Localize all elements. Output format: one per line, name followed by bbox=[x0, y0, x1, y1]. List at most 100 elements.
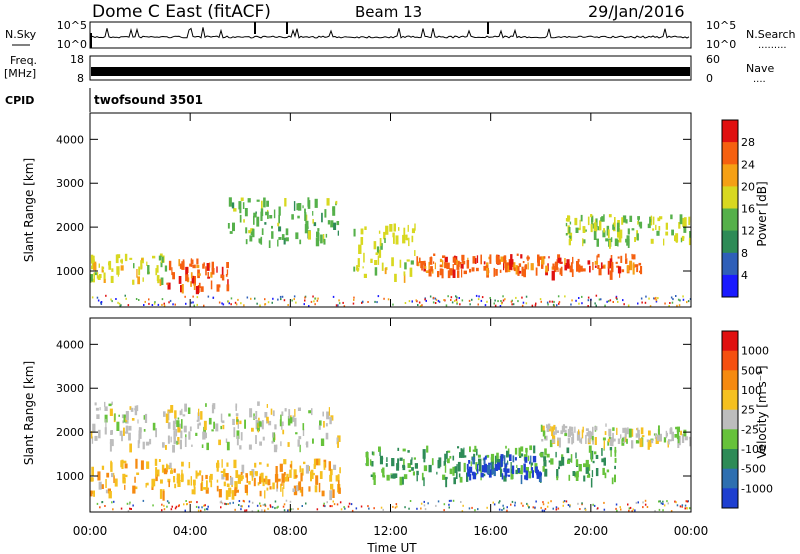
heatmap-cell bbox=[343, 506, 345, 509]
x-tick-label: 04:00 bbox=[173, 524, 208, 538]
heatmap-cell bbox=[379, 455, 383, 465]
heatmap-cell bbox=[613, 438, 616, 442]
heatmap-cell bbox=[249, 235, 253, 242]
heatmap-cell bbox=[663, 504, 666, 507]
heatmap-cell bbox=[298, 436, 302, 440]
heatmap-cell bbox=[454, 466, 457, 474]
heatmap-cell bbox=[616, 265, 620, 268]
heatmap-cell bbox=[403, 474, 408, 480]
heatmap-cell bbox=[365, 452, 369, 458]
heatmap-cell bbox=[408, 507, 410, 510]
heatmap-cell bbox=[290, 508, 292, 511]
heatmap-cell bbox=[352, 302, 355, 305]
heatmap-cell bbox=[156, 469, 160, 477]
heatmap-cell bbox=[513, 267, 517, 272]
heatmap-cell bbox=[566, 259, 570, 269]
heatmap-cell bbox=[302, 428, 305, 436]
heatmap-cell bbox=[222, 424, 225, 430]
heatmap-cell bbox=[587, 216, 590, 226]
heatmap-cell bbox=[123, 460, 127, 464]
heatmap-cell bbox=[204, 508, 206, 511]
heatmap-cell bbox=[353, 296, 355, 299]
heatmap-cell bbox=[480, 254, 482, 265]
heatmap-cell bbox=[402, 234, 406, 244]
heatmap-cell bbox=[124, 484, 126, 490]
heatmap-cell bbox=[216, 463, 219, 472]
heatmap-cell bbox=[338, 487, 341, 494]
heatmap-cell bbox=[136, 269, 138, 278]
heatmap-cell bbox=[684, 217, 687, 227]
heatmap-cell bbox=[579, 439, 582, 443]
heatmap-cell bbox=[580, 214, 583, 222]
heatmap-cell bbox=[108, 403, 112, 407]
heatmap-cell bbox=[179, 410, 182, 416]
heatmap-cell bbox=[251, 510, 254, 512]
heatmap-cell bbox=[597, 265, 600, 269]
heatmap-cell bbox=[92, 256, 95, 264]
heatmap-cell bbox=[608, 428, 612, 437]
heatmap-cell bbox=[330, 483, 334, 490]
heatmap-cell bbox=[193, 276, 196, 286]
heatmap-cell bbox=[495, 269, 498, 276]
heatmap-cell bbox=[328, 461, 331, 471]
heatmap-cell bbox=[450, 270, 453, 276]
heatmap-cell bbox=[439, 268, 443, 276]
heatmap-cell bbox=[476, 255, 479, 263]
heatmap-cell bbox=[459, 476, 463, 483]
heatmap-cell bbox=[675, 233, 679, 242]
heatmap-cell bbox=[603, 501, 605, 504]
heatmap-cell bbox=[670, 427, 673, 431]
heatmap-cell bbox=[617, 256, 620, 259]
heatmap-cell bbox=[625, 253, 627, 259]
heatmap-cell bbox=[392, 473, 396, 479]
heatmap-cell bbox=[184, 403, 187, 412]
heatmap-cell bbox=[289, 464, 292, 468]
heatmap-cell bbox=[210, 480, 213, 488]
heatmap-cell bbox=[565, 222, 568, 227]
heatmap-cell bbox=[190, 281, 192, 287]
heatmap-cell bbox=[459, 261, 462, 265]
heatmap-cell bbox=[438, 457, 442, 467]
heatmap-cell bbox=[94, 402, 97, 406]
colorbar-segment bbox=[722, 186, 738, 209]
heatmap-cell bbox=[575, 452, 577, 459]
heatmap-cell bbox=[369, 459, 372, 466]
heatmap-cell bbox=[459, 303, 461, 306]
heatmap-cell bbox=[251, 501, 254, 504]
heatmap-cell bbox=[497, 462, 500, 470]
heatmap-cell bbox=[229, 231, 233, 234]
heatmap-cell bbox=[637, 302, 639, 305]
heatmap-cell bbox=[328, 407, 330, 416]
freq-strip-frame bbox=[89, 55, 692, 81]
heatmap-cell bbox=[684, 504, 687, 507]
nave-marker: .... bbox=[753, 74, 766, 85]
heatmap-cell bbox=[486, 454, 490, 458]
heatmap-cell bbox=[557, 438, 560, 447]
heatmap-cell bbox=[447, 458, 450, 464]
heatmap-cell bbox=[161, 464, 165, 473]
heatmap-cell bbox=[239, 445, 242, 450]
heatmap-cell bbox=[641, 301, 643, 304]
heatmap-cell bbox=[185, 266, 188, 275]
heatmap-cell bbox=[236, 435, 239, 446]
heatmap-cell bbox=[305, 442, 308, 445]
heatmap-cell bbox=[582, 226, 586, 231]
heatmap-cell bbox=[423, 504, 426, 507]
heatmap-cell bbox=[143, 415, 146, 420]
heatmap-cell bbox=[110, 462, 113, 472]
heatmap-cell bbox=[157, 275, 160, 284]
heatmap-cell bbox=[337, 304, 339, 307]
heatmap-cell bbox=[596, 507, 598, 510]
heatmap-cell bbox=[620, 255, 623, 263]
heatmap-cell bbox=[544, 508, 547, 510]
heatmap-cell bbox=[493, 302, 495, 305]
heatmap-cell bbox=[676, 504, 679, 507]
heatmap-cell bbox=[594, 302, 596, 305]
heatmap-cell bbox=[553, 424, 556, 430]
heatmap-cell bbox=[499, 305, 502, 307]
heatmap-cell bbox=[588, 445, 592, 453]
heatmap-cell bbox=[277, 298, 279, 301]
heatmap-cell bbox=[423, 455, 426, 463]
heatmap-cell bbox=[283, 237, 286, 245]
